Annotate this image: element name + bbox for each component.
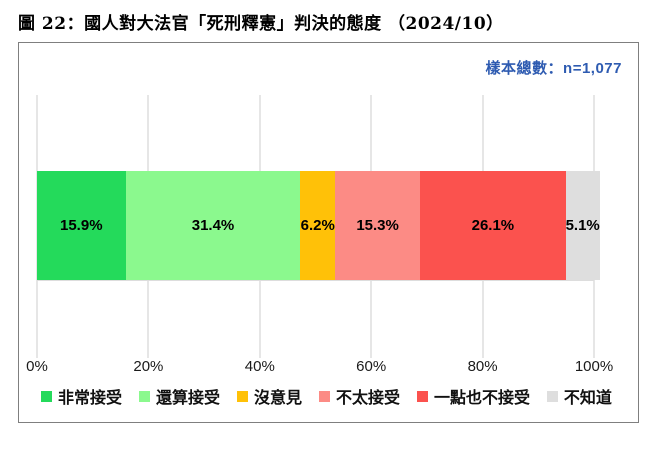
segment-value-label: 26.1% (471, 217, 515, 234)
legend-label: 一點也不接受 (433, 390, 530, 407)
legend-swatch-icon (41, 390, 52, 402)
legend-swatch-icon (318, 390, 330, 402)
bar-segment: 6.2% (300, 171, 335, 280)
bar-segment: 31.4% (125, 171, 301, 280)
sample-size-note: 樣本總數：n=1,077 (485, 60, 622, 77)
stacked-bar: 15.9% 31.4% 6.2% 15.3% 26.1% 5.1% (37, 171, 600, 280)
legend-swatch-icon (546, 390, 558, 402)
segment-value-label: 15.3% (356, 217, 399, 234)
x-tick-label: 40% (244, 358, 275, 375)
legend-swatch-icon (416, 390, 428, 402)
x-tick-label: 0% (26, 358, 48, 375)
legend: 非常接受 還算接受 沒意見 不太接受 一點也不接受 不知道 (41, 384, 612, 408)
legend-item: 不知道 (546, 384, 612, 408)
segment-value-label: 5.1% (565, 217, 600, 234)
x-tick-label: 20% (133, 358, 164, 375)
legend-item: 還算接受 (138, 384, 220, 408)
legend-item: 沒意見 (236, 384, 302, 408)
legend-label: 不太接受 (335, 390, 400, 407)
legend-label: 沒意見 (253, 390, 302, 407)
segment-value-label: 31.4% (191, 217, 235, 234)
x-axis: 0% 20% 40% 60% 80% 100% (26, 358, 613, 378)
legend-swatch-icon (236, 390, 248, 402)
segment-value-label: 6.2% (300, 217, 335, 234)
legend-label: 非常接受 (58, 390, 123, 407)
bar-segment: 15.3% (334, 171, 421, 280)
x-tick-label: 100% (574, 358, 614, 375)
legend-label: 不知道 (563, 390, 612, 407)
legend-item: 非常接受 (41, 384, 122, 408)
legend-item: 一點也不接受 (416, 384, 530, 408)
segment-value-label: 15.9% (60, 217, 103, 234)
x-tick-label: 60% (356, 358, 387, 375)
chart-title: 圖 22：國人對大法官「死刑釋憲」判決的態度 （2024/10） (18, 14, 504, 34)
legend-item: 不太接受 (318, 384, 400, 408)
legend-label: 還算接受 (155, 390, 220, 407)
x-tick-label: 80% (467, 358, 498, 375)
chart-frame: 樣本總數：n=1,077 15.9% 31.4% 6.2% 15.3% 26.1% 5.1… (18, 42, 639, 423)
bar-baseline (37, 280, 594, 281)
bar-segment: 26.1% (420, 171, 566, 280)
bar-segment: 15.9% (37, 171, 126, 280)
legend-swatch-icon (138, 390, 150, 402)
bar-segment: 5.1% (565, 171, 600, 280)
